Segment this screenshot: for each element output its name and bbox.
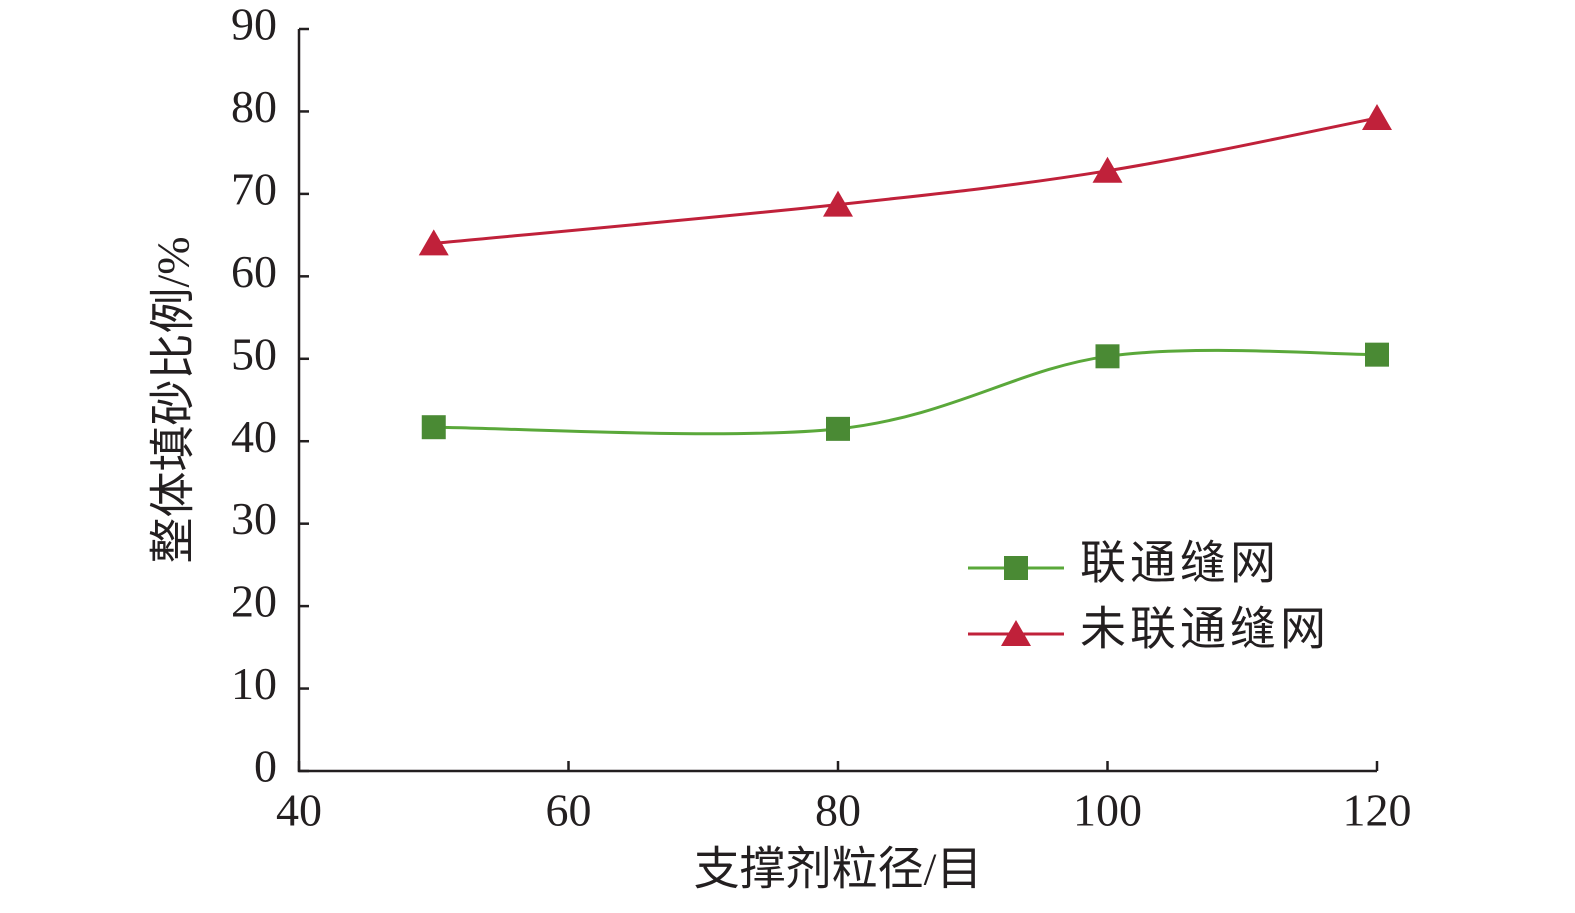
marker bbox=[1095, 344, 1120, 369]
legend-marker bbox=[1004, 556, 1028, 580]
marker bbox=[823, 190, 853, 217]
y-tick-label: 40 bbox=[231, 411, 277, 462]
axes bbox=[297, 29, 1377, 773]
y-tick-label: 90 bbox=[231, 0, 277, 50]
x-tick-label: 120 bbox=[1343, 785, 1412, 836]
x-tick-label: 80 bbox=[815, 785, 861, 836]
x-tick-label: 60 bbox=[546, 785, 592, 836]
series-line bbox=[433, 348, 1378, 436]
y-tick-label: 70 bbox=[231, 163, 277, 214]
x-tick-label: 100 bbox=[1073, 785, 1142, 836]
legend-marker bbox=[1001, 620, 1031, 646]
y-tick-label: 50 bbox=[231, 328, 277, 379]
y-axis-label: 整体填砂比例/% bbox=[148, 236, 199, 563]
y-tick-label: 60 bbox=[231, 246, 277, 297]
y-tick-label: 30 bbox=[231, 493, 277, 544]
legend-label: 联通缝网 bbox=[1080, 538, 1280, 589]
marker bbox=[1365, 342, 1389, 367]
y-tick-label: 20 bbox=[231, 576, 277, 627]
x-tick-label: 40 bbox=[276, 785, 322, 836]
y-tick-label: 0 bbox=[254, 741, 277, 792]
marker bbox=[826, 416, 850, 441]
marker bbox=[1092, 156, 1123, 183]
y-tick-label: 10 bbox=[231, 658, 277, 709]
marker bbox=[421, 415, 446, 440]
legend-label: 未联通缝网 bbox=[1080, 604, 1330, 655]
y-tick-label: 80 bbox=[231, 81, 277, 132]
marker bbox=[418, 229, 449, 256]
series-line bbox=[433, 116, 1378, 245]
x-axis-label: 支撑剂粒径/目 bbox=[694, 844, 983, 895]
marker bbox=[1362, 104, 1392, 131]
